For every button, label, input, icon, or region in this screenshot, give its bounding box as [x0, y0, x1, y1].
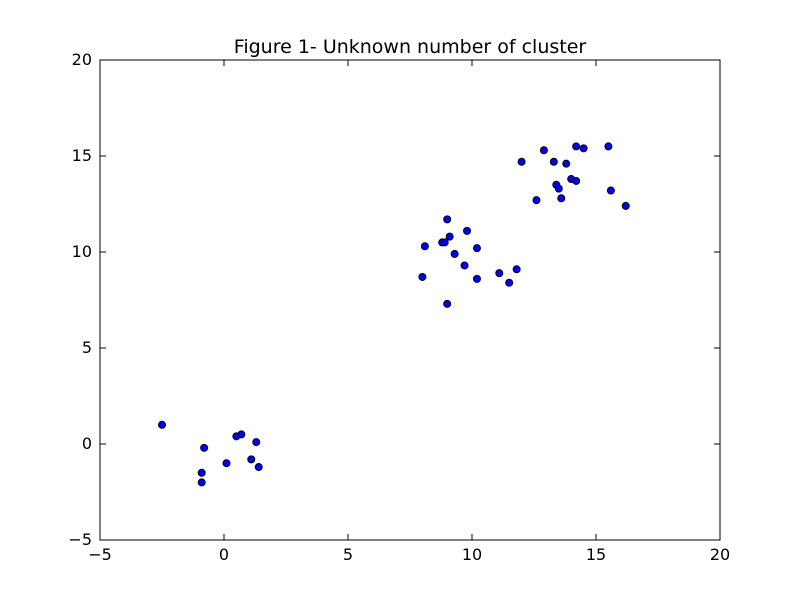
y-tick-label: −5	[68, 530, 92, 549]
x-tick-label: 10	[462, 545, 482, 564]
data-point	[532, 196, 541, 205]
data-point	[495, 269, 504, 278]
x-tick-label: −5	[88, 545, 112, 564]
data-point	[254, 463, 263, 472]
data-point	[252, 438, 261, 447]
data-point	[158, 420, 166, 429]
data-point	[604, 142, 613, 151]
data-point	[443, 299, 452, 308]
data-point	[247, 455, 256, 464]
data-point	[472, 244, 481, 253]
data-point	[237, 430, 246, 439]
plot-area-frame	[99, 59, 721, 541]
data-point	[200, 443, 209, 452]
axis-ticks: −5 0 5 10 15 20 −5 0 5 10 15 20	[68, 50, 730, 564]
data-point	[512, 265, 521, 274]
x-tick-label: 5	[343, 545, 353, 564]
data-point	[420, 242, 429, 251]
y-tick-label: 10	[72, 242, 92, 261]
data-point	[443, 215, 452, 224]
data-point	[418, 272, 427, 281]
data-point	[440, 238, 449, 247]
data-point	[505, 278, 514, 287]
chart-title: Figure 1- Unknown number of cluster	[234, 36, 587, 58]
data-point	[539, 146, 548, 155]
data-point	[222, 459, 231, 468]
data-point	[621, 201, 630, 210]
y-tick-label: 20	[72, 50, 92, 69]
data-point	[554, 184, 563, 193]
data-point	[450, 249, 459, 258]
y-tick-label: 5	[82, 338, 92, 357]
x-tick-label: 15	[586, 545, 606, 564]
data-point	[557, 194, 566, 203]
data-point	[572, 176, 581, 185]
data-point	[197, 468, 206, 477]
data-point	[460, 261, 469, 270]
data-point	[197, 478, 206, 487]
y-tick-label: 0	[82, 434, 92, 453]
data-point	[472, 274, 481, 283]
data-point	[549, 157, 558, 166]
data-point	[517, 157, 526, 166]
data-point	[606, 186, 615, 195]
data-point	[579, 144, 588, 153]
y-tick-label: 15	[72, 146, 92, 165]
data-point	[463, 226, 472, 235]
x-tick-label: 0	[219, 545, 229, 564]
data-point	[562, 159, 571, 168]
data-point	[445, 232, 454, 241]
data-points	[158, 142, 630, 487]
x-tick-label: 20	[710, 545, 730, 564]
data-point	[572, 142, 581, 151]
